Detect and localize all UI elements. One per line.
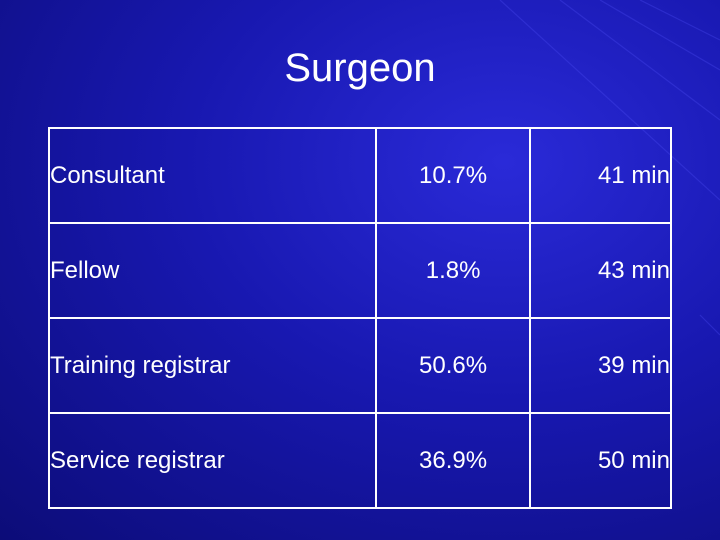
table-row: Service registrar 36.9% 50 min <box>47 412 673 509</box>
percent-cell: 1.8% <box>375 222 531 319</box>
surgeon-table: Consultant 10.7% 41 min Fellow 1.8% 43 m… <box>47 127 673 509</box>
percent-cell: 10.7% <box>375 127 531 224</box>
table-row: Fellow 1.8% 43 min <box>47 222 673 319</box>
role-cell: Training registrar <box>47 317 378 414</box>
time-cell: 39 min <box>528 317 673 414</box>
time-cell: 41 min <box>528 127 673 224</box>
table-row: Consultant 10.7% 41 min <box>47 127 673 224</box>
role-cell: Consultant <box>47 127 378 224</box>
role-cell: Fellow <box>47 222 378 319</box>
role-cell: Service registrar <box>47 412 378 509</box>
table-row: Training registrar 50.6% 39 min <box>47 317 673 414</box>
percent-cell: 50.6% <box>375 317 531 414</box>
time-cell: 43 min <box>528 222 673 319</box>
time-cell: 50 min <box>528 412 673 509</box>
percent-cell: 36.9% <box>375 412 531 509</box>
slide-title: Surgeon <box>284 46 436 90</box>
